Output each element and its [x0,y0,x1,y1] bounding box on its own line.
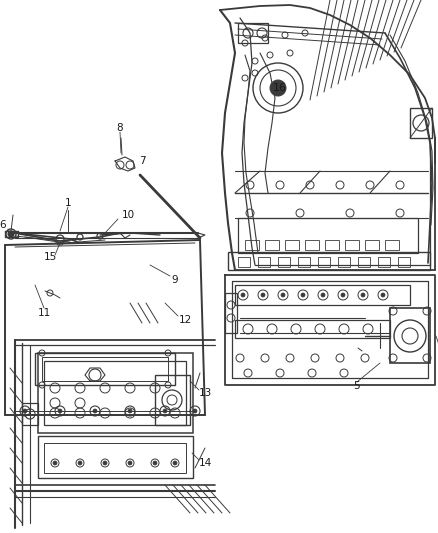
Ellipse shape [153,461,157,465]
Ellipse shape [281,293,285,297]
Text: 16: 16 [273,83,287,93]
Bar [298,257,310,267]
Ellipse shape [9,232,13,236]
Bar [238,23,268,43]
Ellipse shape [58,409,62,413]
Bar [325,240,339,250]
Text: 12: 12 [178,315,192,325]
Bar [305,240,319,250]
Bar [238,218,418,253]
Bar [245,240,259,250]
Ellipse shape [128,409,132,413]
Ellipse shape [321,293,325,297]
Bar [398,257,410,267]
Bar [378,257,390,267]
Bar [278,257,290,267]
Ellipse shape [301,293,305,297]
Bar [265,240,279,250]
Text: 14: 14 [198,458,212,468]
Bar [235,285,410,305]
Bar [410,108,432,138]
Ellipse shape [53,461,57,465]
Bar [358,257,370,267]
Ellipse shape [23,409,27,413]
Ellipse shape [270,80,286,96]
Bar [258,257,270,267]
Ellipse shape [163,409,167,413]
Bar [42,357,168,381]
Bar [238,257,250,267]
Ellipse shape [103,461,107,465]
Bar [38,436,193,478]
Text: 5: 5 [354,381,360,391]
Bar [44,443,186,473]
Text: 11: 11 [37,308,51,318]
Bar [390,308,430,363]
Bar [225,293,237,333]
Text: 6: 6 [0,220,6,230]
Bar [22,403,38,425]
Ellipse shape [78,461,82,465]
Bar [35,353,175,385]
Bar [365,240,379,250]
Bar [155,375,190,425]
Ellipse shape [93,409,97,413]
Text: 13: 13 [198,388,212,398]
Bar [285,240,299,250]
Text: 7: 7 [139,156,145,166]
Ellipse shape [341,293,345,297]
Ellipse shape [241,293,245,297]
Text: 8: 8 [117,123,124,133]
Bar [235,320,390,338]
Ellipse shape [261,293,265,297]
Text: 1: 1 [65,198,71,208]
Ellipse shape [193,409,197,413]
Text: 15: 15 [43,252,57,262]
Ellipse shape [173,461,177,465]
Bar [338,257,350,267]
Bar [318,257,330,267]
Bar [228,252,430,270]
Bar [345,240,359,250]
Bar [385,240,399,250]
Bar [44,361,186,425]
Ellipse shape [361,293,365,297]
Bar [38,353,193,433]
Text: 10: 10 [121,210,134,220]
Ellipse shape [381,293,385,297]
Text: 9: 9 [172,275,178,285]
Ellipse shape [128,461,132,465]
Ellipse shape [8,231,14,237]
